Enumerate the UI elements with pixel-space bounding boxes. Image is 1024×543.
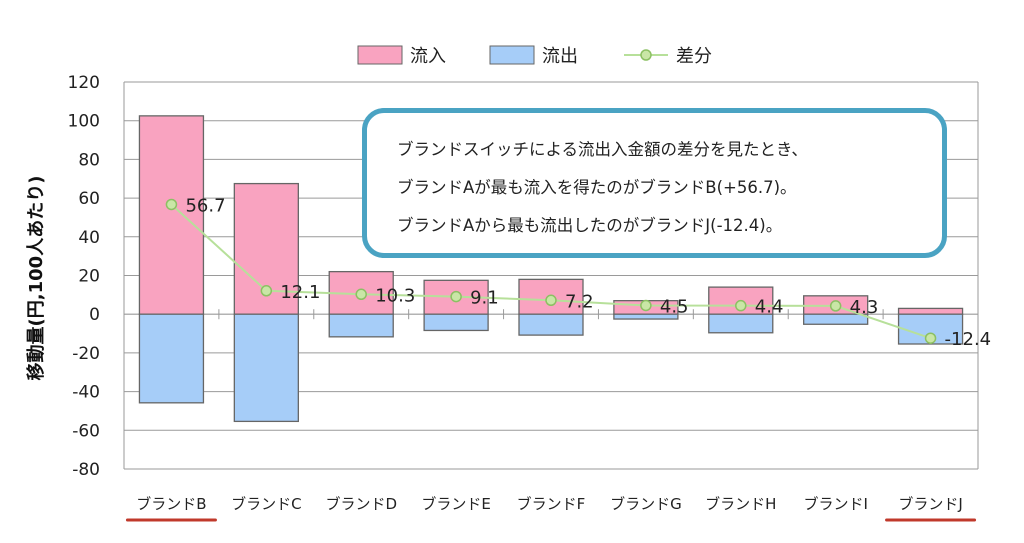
data-label: 4.3 (850, 297, 879, 318)
diff-line (165, 198, 937, 344)
diff-point (735, 299, 747, 312)
y-tick-label: -40 (72, 383, 100, 403)
y-axis-label: 移動量(円,100人あたり) (25, 176, 47, 381)
diff-point (450, 290, 462, 303)
outflow-bar (233, 313, 299, 423)
x-category-label: ブランドF (517, 495, 586, 513)
callout-line-1: ブランドスイッチによる流出入金額の差分を見たとき、 (397, 140, 808, 159)
outflow-bar (138, 313, 205, 404)
y-tick-label: 0 (89, 305, 100, 325)
legend: 流入 流出 差分 (357, 45, 712, 67)
x-category-label: ブランドG (610, 495, 682, 513)
diff-point (165, 198, 178, 211)
outflow-bar (803, 313, 869, 325)
x-category-label: ブランドH (705, 495, 776, 513)
x-category-label: ブランドB (136, 495, 206, 513)
legend-label: 流入 (410, 46, 446, 67)
outflow-bar (518, 313, 584, 336)
diff-point (829, 300, 842, 312)
outflow-bar (708, 313, 774, 334)
outflow-bar (328, 313, 394, 338)
data-label: 7.2 (565, 291, 594, 312)
diff-point (640, 299, 652, 312)
x-category-label: ブランドC (231, 495, 301, 513)
legend-swatch (357, 45, 403, 65)
x-category-label: ブランドI (803, 495, 867, 513)
legend-label: 差分 (676, 46, 712, 67)
diff-point (355, 288, 367, 301)
legend-swatch (489, 45, 535, 65)
legend-marker (640, 49, 652, 61)
data-label: 4.5 (660, 296, 689, 317)
y-tick-label: -20 (72, 344, 100, 364)
y-tick-label: -60 (72, 421, 100, 441)
x-category-label: ブランドJ (898, 495, 962, 513)
outflow-bar (423, 313, 489, 332)
data-label: 9.1 (470, 288, 499, 309)
outflow-bar (613, 313, 679, 320)
y-tick-label: 60 (78, 189, 100, 209)
callout-line-2: ブランドAが最も流入を得たのがブランドB(+56.7)。 (397, 178, 797, 197)
data-label: 4.4 (755, 297, 784, 318)
x-category-label: ブランドD (325, 495, 397, 513)
data-label: 10.3 (375, 285, 415, 306)
x-category-label: ブランドE (421, 495, 490, 513)
data-label: -12.4 (945, 329, 992, 350)
data-labels: 56.7 12.1 10.3 9.1 7.2 4.5 4.4 4.3 -12.4 (185, 195, 991, 350)
y-tick-label: 80 (78, 150, 100, 170)
y-tick-label: -80 (72, 460, 100, 480)
y-tick-label: 120 (68, 73, 100, 93)
diff-point (924, 332, 937, 344)
y-tick-label: 40 (78, 228, 100, 248)
data-label: 56.7 (185, 195, 225, 216)
y-axis-ticks: -80 -60 -40 -20 0 20 40 60 80 100 120 (68, 73, 100, 480)
x-axis-categories: ブランドB ブランドC ブランドD ブランドE ブランドF ブランドG ブランドH ブランドI… (125, 495, 977, 522)
data-label: 12.1 (280, 282, 320, 303)
callout-box: ブランドスイッチによる流出入金額の差分を見たとき、 ブランドAが最も流入を得たの… (362, 108, 947, 258)
diff-point (545, 294, 557, 307)
y-tick-label: 20 (78, 267, 100, 287)
diff-point (260, 285, 273, 297)
y-tick-label: 100 (68, 112, 100, 132)
inflow-bar (897, 307, 964, 315)
callout-line-3: ブランドAから最も流出したのがブランドJ(-12.4)。 (397, 216, 783, 235)
legend-label: 流出 (542, 46, 578, 67)
